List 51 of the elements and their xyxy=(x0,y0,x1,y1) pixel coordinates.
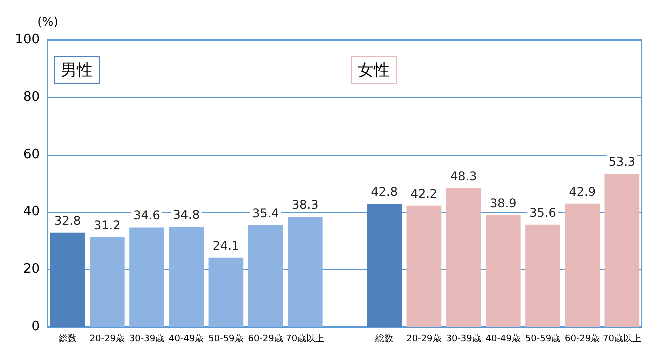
x-tick-label: 40-49歳 xyxy=(169,334,204,344)
bar xyxy=(90,237,125,327)
x-tick-label: 総数 xyxy=(58,334,77,344)
x-tick-label: 70歳以上 xyxy=(602,334,642,344)
annotation: 男性 xyxy=(61,60,93,80)
y-tick-label: 100 xyxy=(15,32,40,48)
x-tick-label: 60-29歳 xyxy=(565,334,600,344)
x-tick-label: 50-59歳 xyxy=(525,334,561,344)
bar xyxy=(169,227,204,327)
bar xyxy=(208,258,244,327)
y-tick-label: 40 xyxy=(23,204,40,220)
y-tick-label: 80 xyxy=(23,90,40,105)
bar xyxy=(50,232,86,327)
x-tick-label: 20-29歳 xyxy=(90,334,125,344)
annotation: 女性 xyxy=(358,60,390,80)
x-tick-label: 総数 xyxy=(374,334,394,344)
data-label: 32.8 xyxy=(54,214,82,228)
bar xyxy=(565,204,600,327)
data-label: 48.3 xyxy=(450,169,478,184)
x-tick-label: 20-29歳 xyxy=(406,334,442,344)
x-tick-label: 70歳以上 xyxy=(286,334,325,344)
bar xyxy=(406,206,442,327)
data-label: 42.8 xyxy=(371,185,398,200)
bar xyxy=(526,224,560,327)
data-label: 42.9 xyxy=(569,184,596,199)
bar xyxy=(446,188,482,327)
bar xyxy=(486,215,521,327)
bar xyxy=(288,217,323,327)
data-label: 38.9 xyxy=(490,196,517,210)
y-axis-title: (%) xyxy=(38,15,58,29)
x-tick-label: 40-49歳 xyxy=(486,334,521,344)
data-label: 38.3 xyxy=(292,198,319,212)
bar xyxy=(248,225,284,327)
data-label: 34.6 xyxy=(134,208,160,223)
x-tick-label: 30-39歳 xyxy=(129,334,165,344)
bar xyxy=(367,204,402,327)
x-tick-label: 50-59歳 xyxy=(208,334,244,344)
bar xyxy=(130,228,164,327)
data-label: 31.2 xyxy=(94,218,121,232)
x-tick-label: 30-39歳 xyxy=(446,334,482,344)
x-tick-label: 60-29歳 xyxy=(248,334,284,344)
data-label: 35.4 xyxy=(252,206,280,220)
y-tick-label: 0 xyxy=(32,320,40,334)
data-label: 53.3 xyxy=(608,155,636,170)
data-label: 24.1 xyxy=(212,238,240,253)
data-label: 42.2 xyxy=(410,186,438,201)
y-tick-label: 60 xyxy=(23,147,40,162)
bar xyxy=(604,174,640,327)
data-label: 34.8 xyxy=(173,208,200,222)
y-tick-label: 20 xyxy=(23,262,40,278)
data-label: 35.6 xyxy=(530,206,556,220)
